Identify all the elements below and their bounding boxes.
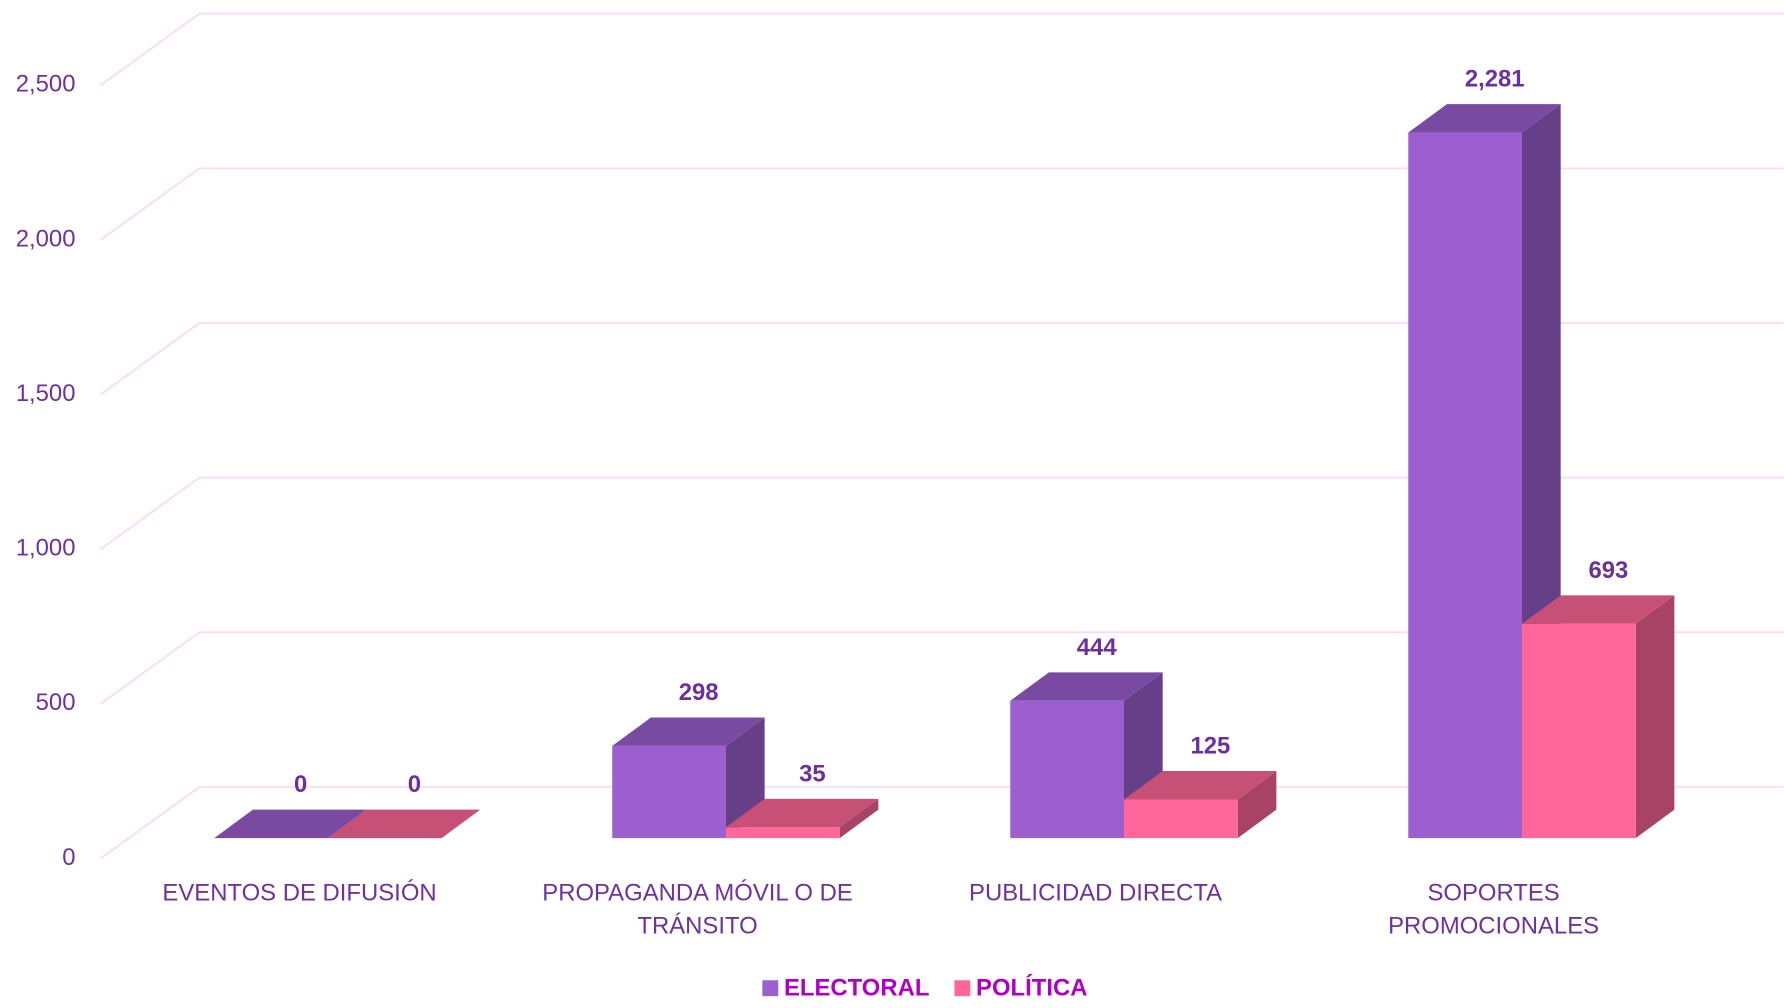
grid-diagonal xyxy=(100,167,200,241)
legend-swatch xyxy=(954,980,971,997)
y-tick-label: 1,500 xyxy=(16,380,76,407)
bar-front xyxy=(1123,799,1238,839)
x-tick-label-box: PROPAGANDA MÓVIL O DE TRÁNSITO xyxy=(542,880,853,940)
bar-front xyxy=(725,827,840,839)
value-label: 0 xyxy=(294,771,307,798)
y-tick-label: 2,500 xyxy=(16,71,76,98)
bar xyxy=(612,717,765,839)
y-tick-label: 1,000 xyxy=(16,535,76,562)
bar-top xyxy=(214,809,367,839)
bar xyxy=(327,809,481,839)
x-tick-label: PUBLICIDAD DIRECTA xyxy=(969,880,1223,907)
bar-top xyxy=(327,809,481,839)
legend-label: ELECTORAL xyxy=(784,975,929,1002)
grid-diagonal xyxy=(100,631,200,705)
x-tick-label-box: EVENTOS DE DIFUSIÓN xyxy=(162,880,437,907)
legend-swatch xyxy=(762,980,779,997)
value-label: 35 xyxy=(799,760,826,787)
bar-front xyxy=(1408,132,1523,839)
bar-side xyxy=(839,798,879,839)
bar xyxy=(214,809,367,839)
x-tick-label-box: SOPORTES PROMOCIONALES xyxy=(1388,880,1600,940)
grid-diagonal xyxy=(100,476,200,550)
bar-front xyxy=(1522,623,1636,839)
bar-side xyxy=(1237,771,1277,839)
value-label: 444 xyxy=(1077,634,1118,661)
bar-side xyxy=(1635,595,1675,839)
bar-top xyxy=(612,717,765,746)
value-label: 125 xyxy=(1190,732,1230,759)
bar-top xyxy=(1010,672,1163,701)
legend-label: POLÍTICA xyxy=(976,974,1087,1002)
bar-top xyxy=(1408,104,1561,133)
grid-diagonal xyxy=(100,786,200,860)
value-label: 693 xyxy=(1589,557,1629,584)
value-label: 2,281 xyxy=(1465,66,1525,93)
x-tick-label: SOPORTES PROMOCIONALES xyxy=(1388,880,1600,940)
bar xyxy=(725,798,879,839)
y-tick-label: 0 xyxy=(62,844,75,871)
y-tick-label: 2,000 xyxy=(16,225,76,252)
y-tick-label: 500 xyxy=(36,689,76,716)
bar-top xyxy=(1123,771,1277,800)
bar-top xyxy=(725,798,879,828)
x-tick-label: PROPAGANDA MÓVIL O DE TRÁNSITO xyxy=(542,880,853,940)
bar xyxy=(1522,595,1675,839)
grid-diagonal xyxy=(100,322,200,396)
bar-front xyxy=(1010,700,1124,839)
bar-front xyxy=(612,745,726,839)
value-label: 298 xyxy=(679,679,719,706)
grid-diagonal xyxy=(100,12,200,86)
bar xyxy=(1123,771,1277,839)
x-tick-label: EVENTOS DE DIFUSIÓN xyxy=(162,880,437,907)
x-tick-label-box: PUBLICIDAD DIRECTA xyxy=(969,880,1223,907)
bar-top xyxy=(1522,595,1675,624)
value-label: 0 xyxy=(408,771,421,798)
